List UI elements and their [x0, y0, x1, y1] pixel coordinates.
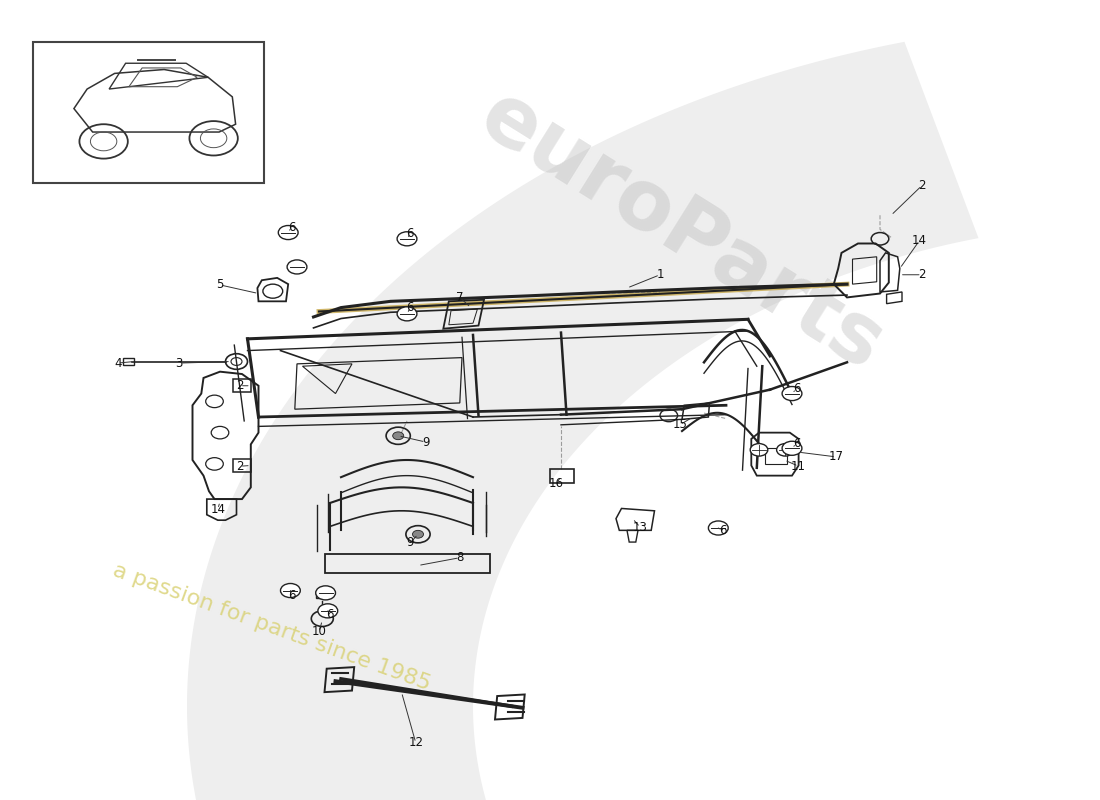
Text: 9: 9 — [407, 536, 414, 550]
Text: 2: 2 — [236, 379, 243, 392]
Text: 4: 4 — [114, 357, 121, 370]
Polygon shape — [187, 42, 979, 800]
Text: 6: 6 — [719, 524, 726, 537]
Text: 6: 6 — [327, 608, 333, 622]
Text: 10: 10 — [311, 626, 327, 638]
Text: 15: 15 — [672, 418, 688, 431]
Text: euroParts: euroParts — [465, 74, 899, 387]
Circle shape — [393, 432, 404, 440]
Circle shape — [316, 586, 336, 600]
Text: 6: 6 — [407, 301, 414, 314]
Text: 8: 8 — [456, 551, 463, 564]
Circle shape — [708, 521, 728, 535]
Circle shape — [750, 443, 768, 456]
Text: 6: 6 — [288, 221, 295, 234]
Text: 12: 12 — [408, 737, 424, 750]
Text: 6: 6 — [288, 589, 295, 602]
Text: 13: 13 — [632, 521, 648, 534]
Text: 6: 6 — [793, 437, 800, 450]
Text: 2: 2 — [918, 179, 925, 192]
Text: 11: 11 — [791, 460, 806, 473]
Bar — [233, 459, 251, 472]
Circle shape — [777, 443, 794, 456]
Text: 5: 5 — [217, 278, 223, 291]
Text: 9: 9 — [422, 435, 429, 449]
Circle shape — [287, 260, 307, 274]
Text: a passion for parts since 1985: a passion for parts since 1985 — [110, 561, 433, 694]
Circle shape — [397, 232, 417, 246]
Text: 16: 16 — [549, 477, 564, 490]
Text: 6: 6 — [793, 382, 800, 395]
Circle shape — [782, 442, 802, 455]
Bar — [764, 448, 786, 464]
Text: 6: 6 — [407, 227, 414, 240]
Bar — [123, 358, 134, 366]
Circle shape — [782, 386, 802, 401]
Text: 14: 14 — [210, 502, 225, 516]
Text: 3: 3 — [176, 357, 183, 370]
Circle shape — [318, 604, 338, 618]
Circle shape — [278, 226, 298, 239]
Text: 1: 1 — [657, 268, 663, 282]
Circle shape — [397, 307, 417, 321]
Text: 2: 2 — [236, 460, 243, 473]
Bar — [316, 594, 329, 598]
Text: 17: 17 — [828, 450, 844, 463]
Bar — [33, 42, 264, 182]
Bar — [233, 379, 251, 392]
Text: 14: 14 — [912, 234, 927, 247]
Text: 7: 7 — [456, 291, 463, 304]
Circle shape — [412, 530, 424, 538]
Bar — [550, 470, 574, 483]
Circle shape — [280, 583, 300, 598]
Text: 2: 2 — [918, 268, 925, 282]
